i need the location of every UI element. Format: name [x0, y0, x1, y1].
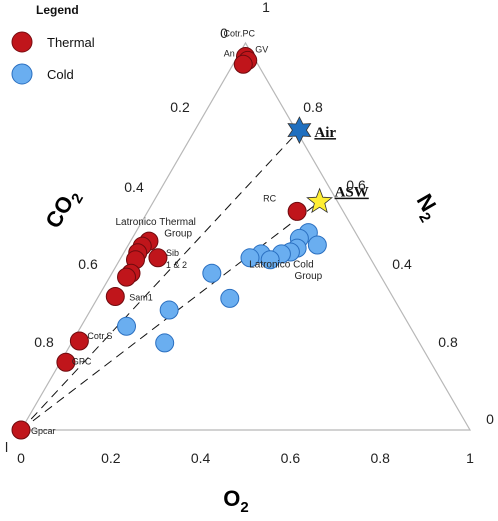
- air-reference-label: Air: [314, 125, 336, 141]
- right-tick-label: 0: [486, 411, 494, 427]
- point-label: GV: [255, 44, 268, 54]
- legend-label-thermal: Thermal: [47, 35, 95, 50]
- group-annotation: Latronico Cold: [249, 259, 313, 270]
- left-tick-label: l: [5, 439, 8, 455]
- left-tick-label: 0.2: [170, 99, 190, 115]
- legend: Legend Thermal Cold: [11, 3, 95, 85]
- group-annotation: Group: [294, 271, 322, 282]
- point-labels: Cotr.PC An GV RC Sib 1 & 2 Sam1 Cotr.S GPC Gpcar L…: [31, 29, 323, 436]
- point-label: Sam1: [129, 292, 153, 302]
- right-tick-label: 1: [262, 0, 270, 15]
- point-label: Cotr.PC: [224, 29, 256, 39]
- legend-title: Legend: [36, 3, 79, 17]
- right-tick-label: 0.8: [303, 99, 323, 115]
- thermal-point: [148, 248, 168, 268]
- air-reference-marker: [287, 116, 312, 144]
- thermal-point: [69, 331, 89, 351]
- bottom-axis-title: O2: [223, 486, 248, 516]
- bottom-tick-label: 1: [466, 450, 474, 466]
- legend-marker-thermal: [11, 31, 33, 53]
- cold-series: [117, 223, 327, 353]
- right-axis-title: N2: [407, 190, 445, 226]
- point-label: Gpcar: [31, 426, 56, 436]
- cold-point: [220, 288, 240, 308]
- left-tick-label: 0.4: [124, 179, 144, 195]
- thermal-point: [11, 420, 31, 440]
- left-tick-label: 0.6: [78, 256, 98, 272]
- left-axis-title: CO2: [40, 184, 87, 235]
- left-tick-label: 0: [220, 25, 228, 41]
- point-label: Sib 1 & 2: [166, 248, 187, 270]
- bottom-tick-label: 0.4: [191, 450, 211, 466]
- cold-point: [240, 248, 260, 268]
- triangle-outline: [19, 41, 472, 431]
- point-label: GPC: [72, 356, 92, 366]
- bottom-tick-label: 0.8: [370, 450, 390, 466]
- bottom-tick-label: 0.2: [101, 450, 121, 466]
- point-label: An: [224, 48, 235, 58]
- cold-point: [260, 250, 280, 270]
- mixing-line: [20, 129, 300, 431]
- tick-labels: 0 0.2 0.4 0.6 0.8 100.20.40.60.8l00.40.60.810…: [5, 0, 494, 466]
- group-annotation: Latronico Thermal: [115, 217, 195, 228]
- asw-reference-marker: [306, 187, 333, 214]
- cold-point: [202, 263, 222, 283]
- thermal-point: [233, 54, 253, 74]
- point-label: RC: [263, 193, 276, 203]
- bottom-tick-label: 0: [17, 450, 25, 466]
- right-tick-label: 0.8: [438, 334, 458, 350]
- asw-reference-label: ASW: [335, 185, 369, 201]
- cold-point: [307, 235, 327, 255]
- legend-label-cold: Cold: [47, 67, 74, 82]
- thermal-point: [117, 267, 137, 287]
- triangle-frame: [19, 41, 472, 431]
- cold-point: [159, 300, 179, 320]
- point-label: Cotr.S: [87, 331, 112, 341]
- group-annotation: Group: [164, 229, 192, 240]
- reference-points: Air ASW: [287, 116, 369, 214]
- left-tick-label: 0.8: [34, 334, 54, 350]
- right-tick-label: 0.4: [392, 256, 412, 272]
- bottom-tick-label: 0.6: [281, 450, 301, 466]
- mixing-lines: [20, 129, 320, 431]
- thermal-series: [11, 47, 307, 440]
- right-tick-label: 0.6: [346, 177, 366, 193]
- cold-point: [117, 316, 137, 336]
- thermal-point: [56, 352, 76, 372]
- thermal-point: [105, 286, 125, 306]
- cold-point: [155, 333, 175, 353]
- thermal-point: [287, 201, 307, 221]
- legend-marker-cold: [11, 63, 33, 85]
